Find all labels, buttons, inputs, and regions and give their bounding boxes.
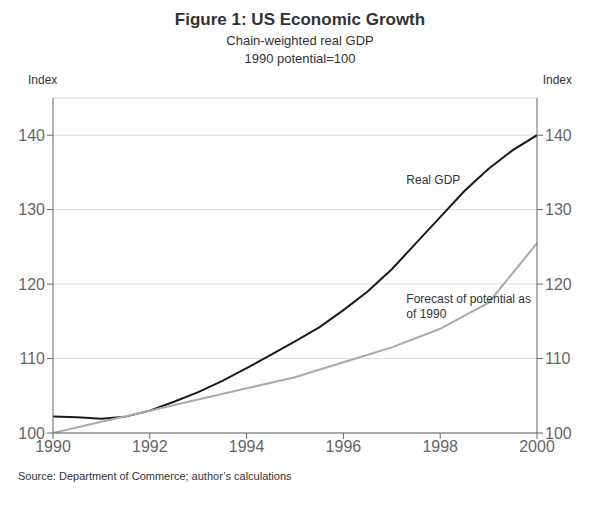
svg-text:110: 110	[545, 350, 571, 367]
svg-text:1992: 1992	[132, 438, 168, 455]
html-text:Source: Department of Commerce: Source: Department of Commerce; author’s…	[18, 470, 292, 482]
svg-text:Forecast of potential asof 199: Forecast of potential asof 1990	[406, 292, 531, 321]
svg-text:130: 130	[545, 201, 572, 218]
svg-text:110: 110	[19, 350, 45, 367]
html-text:Index: Index	[28, 73, 58, 87]
svg-text:1994: 1994	[229, 438, 265, 455]
svg-text:1996: 1996	[326, 438, 362, 455]
html-text:Chain-weighted real GDP: Chain-weighted real GDP	[226, 33, 374, 48]
svg-text:Real GDP: Real GDP	[406, 173, 460, 187]
svg-text:120: 120	[18, 276, 45, 293]
svg-text:100: 100	[545, 425, 572, 442]
svg-text:1990: 1990	[35, 438, 71, 456]
svg-text:1998: 1998	[422, 438, 458, 455]
svg-text:140: 140	[545, 127, 572, 144]
svg-text:100: 100	[18, 425, 45, 442]
svg-text:130: 130	[18, 201, 45, 218]
html-text:Figure 1: US Economic Growth: Figure 1: US Economic Growth	[174, 10, 426, 29]
html-text:1990 potential=100: 1990 potential=100	[244, 51, 356, 66]
svg-text:140: 140	[18, 127, 45, 144]
svg-text:120: 120	[545, 276, 572, 293]
svg-text:2000: 2000	[519, 438, 555, 456]
html-text:Index: Index	[542, 73, 572, 87]
